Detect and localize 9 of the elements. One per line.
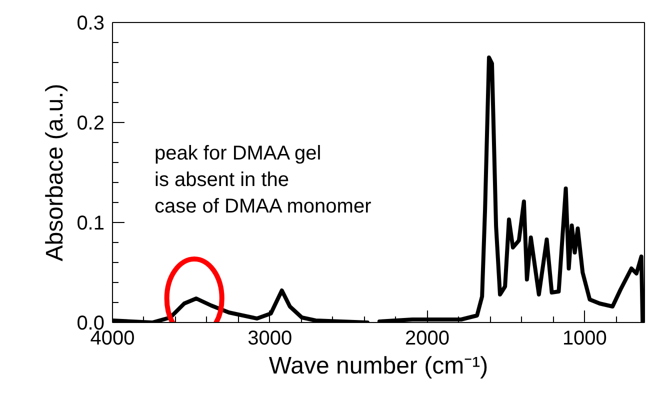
- x-tick-label: 1000: [562, 328, 607, 350]
- y-tick-label: 0.2: [76, 112, 105, 134]
- x-tick-label: 2000: [405, 328, 450, 350]
- x-tick-label: 3000: [248, 328, 292, 350]
- y-tick-label: 0.3: [76, 12, 105, 34]
- y-axis-title: Absorbace (a.u.): [42, 84, 69, 262]
- y-tick-label: 0.1: [76, 212, 105, 234]
- x-axis-title: Wave number (cm⁻¹): [268, 352, 488, 380]
- annotation: peak for DMAA gel is absent in the case of DMAA monomer: [154, 142, 372, 218]
